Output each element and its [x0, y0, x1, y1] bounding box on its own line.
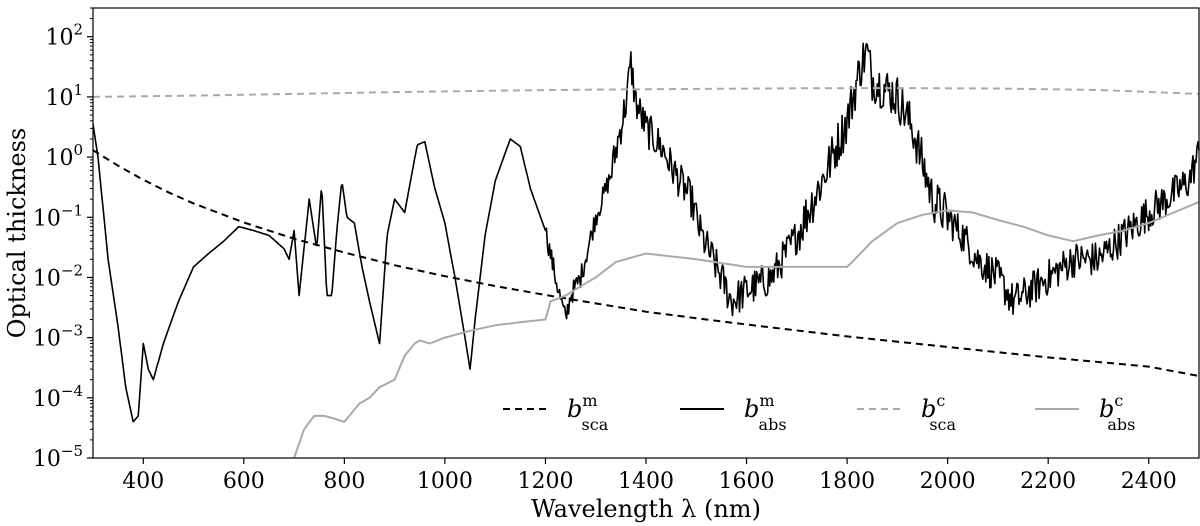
y-tick-label: 10−2: [33, 261, 83, 291]
x-tick-label: 600: [223, 469, 265, 494]
x-tick-label: 1800: [819, 469, 875, 494]
y-tick-label: 102: [45, 21, 83, 51]
series-line-m-sca: [93, 149, 1200, 377]
y-tick-label: 10−5: [33, 442, 83, 472]
y-tick-label: 10−4: [33, 382, 83, 412]
y-tick-label: 101: [45, 81, 83, 111]
x-tick-label: 1000: [417, 469, 473, 494]
x-tick-label: 800: [323, 469, 365, 494]
legend-item-m-sca: bm sca: [503, 391, 609, 434]
x-axis-title: Wavelength λ (nm): [531, 495, 761, 523]
series-line-c-sca: [93, 87, 1200, 98]
x-tick-label: 1600: [719, 469, 775, 494]
legend-label: bc abs: [1099, 391, 1135, 434]
legend-label: bc sca: [921, 391, 957, 434]
y-axis-title: Optical thickness: [3, 128, 31, 338]
x-tick-label: 1400: [618, 469, 674, 494]
y-tick-label: 100: [45, 141, 83, 171]
legend-item-c-sca: bc sca: [857, 391, 957, 434]
legend: bm sca bm abs bc sca bc abs: [503, 391, 1135, 434]
series-layer: [93, 42, 1200, 458]
x-tick-label: 1200: [517, 469, 573, 494]
x-tick-label: 2200: [1020, 469, 1076, 494]
legend-item-m-abs: bm abs: [680, 391, 787, 434]
axis-ticks: 400 600 800 1000 1200 1400 1600 1800 2000 2200 240…: [33, 7, 1177, 494]
legend-label: bm abs: [744, 391, 787, 434]
series-line-c-abs: [292, 200, 1200, 458]
y-tick-label: 10−3: [33, 322, 83, 352]
x-tick-label: 400: [122, 469, 164, 494]
y-tick-label: 10−1: [33, 201, 83, 231]
x-tick-label: 2000: [920, 469, 976, 494]
series-line-m-abs: [93, 42, 1200, 423]
legend-label: bm sca: [567, 391, 609, 434]
legend-item-c-abs: bc abs: [1035, 391, 1135, 434]
x-tick-label: 2400: [1121, 469, 1177, 494]
